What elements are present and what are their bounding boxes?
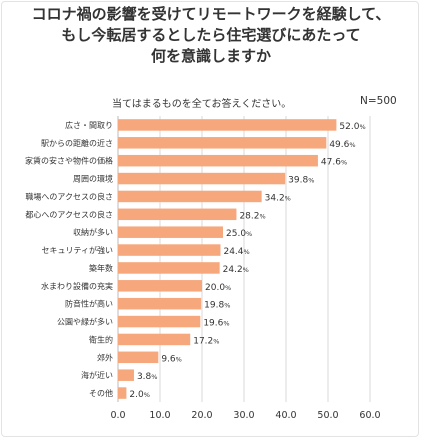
value-unit: % <box>225 284 231 292</box>
value-unit: % <box>349 141 355 149</box>
x-tick-label: 10.0 <box>149 410 170 421</box>
x-tick-label: 50.0 <box>317 410 338 421</box>
category-label: 駅からの距離の近さ <box>41 138 113 148</box>
value-unit: % <box>144 391 150 399</box>
category-label: 収納が多い <box>73 227 113 237</box>
x-tick-label: 20.0 <box>191 410 212 421</box>
bar <box>118 280 202 292</box>
category-label: 築年数 <box>89 263 113 273</box>
value-label: 49.6% <box>329 140 355 150</box>
value-label: 2.0% <box>129 390 150 400</box>
chart-subtitle: 当てはまるものを全てお答えください。 <box>112 99 292 110</box>
value-unit: % <box>359 123 365 131</box>
bar <box>118 172 286 185</box>
category-label: 職場へのアクセスの良さ <box>25 191 113 201</box>
bar <box>118 137 327 149</box>
value-label: 20.0% <box>205 283 231 293</box>
bar <box>118 262 220 274</box>
value-label: 19.8% <box>204 301 230 311</box>
bar <box>118 190 262 203</box>
bar <box>118 369 134 381</box>
category-label: 郊外 <box>97 352 113 362</box>
bar <box>118 333 191 346</box>
category-label: 周囲の環境 <box>73 174 113 184</box>
value-unit: % <box>285 194 291 202</box>
category-label: その他 <box>89 388 113 398</box>
value-unit: % <box>244 248 250 256</box>
value-label: 47.6% <box>321 158 347 168</box>
value-unit: % <box>341 159 347 167</box>
category-label: 広さ・間取り <box>65 120 113 130</box>
value-label: 24.4% <box>223 247 249 257</box>
bar <box>118 154 318 167</box>
bar <box>118 244 221 256</box>
chart-title: コロナ禍の影響を受けてリモートワークを経験して、 もし今転居するとしたら住宅選び… <box>0 4 422 67</box>
bar <box>118 351 159 364</box>
value-label: 3.8% <box>137 372 158 382</box>
value-unit: % <box>308 177 314 185</box>
value-unit: % <box>176 355 182 363</box>
x-tick-label: 60.0 <box>359 410 380 421</box>
value-unit: % <box>246 230 252 238</box>
bar <box>118 315 201 328</box>
category-label: 家賃の安さや物件の価格 <box>25 156 113 166</box>
value-label: 24.2% <box>223 265 249 275</box>
bar <box>118 119 337 131</box>
bar <box>118 387 127 399</box>
category-label: 衛生的 <box>89 334 113 344</box>
category-label: 海が近い <box>81 370 113 380</box>
value-label: 34.2% <box>265 193 291 203</box>
bar <box>118 226 223 238</box>
title-line-3: 何を意識しますか <box>150 47 271 65</box>
sample-size-label: N=500 <box>360 95 397 107</box>
value-label: 19.6% <box>203 319 229 329</box>
value-label: 52.0% <box>339 122 365 132</box>
value-label: 25.0% <box>226 229 252 239</box>
bar <box>118 208 237 221</box>
value-label: 17.2% <box>193 336 219 346</box>
value-label: 9.6% <box>161 354 182 364</box>
x-tick-label: 0.0 <box>110 410 125 421</box>
value-unit: % <box>151 373 157 381</box>
x-tick-label: 40.0 <box>275 410 296 421</box>
category-label: 都心へのアクセスの良さ <box>25 209 113 219</box>
value-label: 39.8% <box>288 176 314 186</box>
category-label: 水まわり設備の充実 <box>41 281 113 291</box>
category-label: セキュリティが強い <box>41 245 113 255</box>
value-unit: % <box>259 212 265 220</box>
value-unit: % <box>243 266 249 274</box>
category-label: 防音性が高い <box>65 299 113 309</box>
value-unit: % <box>213 337 219 345</box>
value-unit: % <box>224 302 230 310</box>
value-label: 28.2% <box>239 211 265 221</box>
title-line-2: もし今転居するとしたら住宅選びにあたって <box>61 26 361 44</box>
category-label: 公園や緑が多い <box>57 317 113 327</box>
title-line-1: コロナ禍の影響を受けてリモートワークを経験して、 <box>31 5 391 23</box>
value-unit: % <box>223 320 229 328</box>
bar <box>118 297 202 310</box>
x-tick-label: 30.0 <box>233 410 254 421</box>
